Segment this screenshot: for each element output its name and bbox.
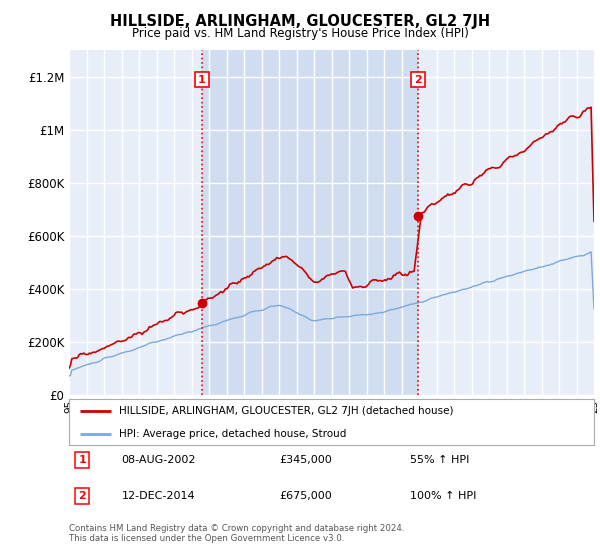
Text: 55% ↑ HPI: 55% ↑ HPI xyxy=(410,455,470,465)
Text: 2: 2 xyxy=(414,74,422,85)
Text: Price paid vs. HM Land Registry's House Price Index (HPI): Price paid vs. HM Land Registry's House … xyxy=(131,27,469,40)
Text: HILLSIDE, ARLINGHAM, GLOUCESTER, GL2 7JH (detached house): HILLSIDE, ARLINGHAM, GLOUCESTER, GL2 7JH… xyxy=(119,406,454,416)
Text: 100% ↑ HPI: 100% ↑ HPI xyxy=(410,491,476,501)
Text: Contains HM Land Registry data © Crown copyright and database right 2024.
This d: Contains HM Land Registry data © Crown c… xyxy=(69,524,404,543)
Text: 12-DEC-2014: 12-DEC-2014 xyxy=(121,491,195,501)
Text: 1: 1 xyxy=(198,74,206,85)
Text: 1: 1 xyxy=(78,455,86,465)
Text: HILLSIDE, ARLINGHAM, GLOUCESTER, GL2 7JH: HILLSIDE, ARLINGHAM, GLOUCESTER, GL2 7JH xyxy=(110,14,490,29)
Bar xyxy=(202,50,418,395)
Text: 08-AUG-2002: 08-AUG-2002 xyxy=(121,455,196,465)
Text: HPI: Average price, detached house, Stroud: HPI: Average price, detached house, Stro… xyxy=(119,429,346,438)
Text: £675,000: £675,000 xyxy=(279,491,332,501)
Text: 2: 2 xyxy=(78,491,86,501)
Text: £345,000: £345,000 xyxy=(279,455,332,465)
